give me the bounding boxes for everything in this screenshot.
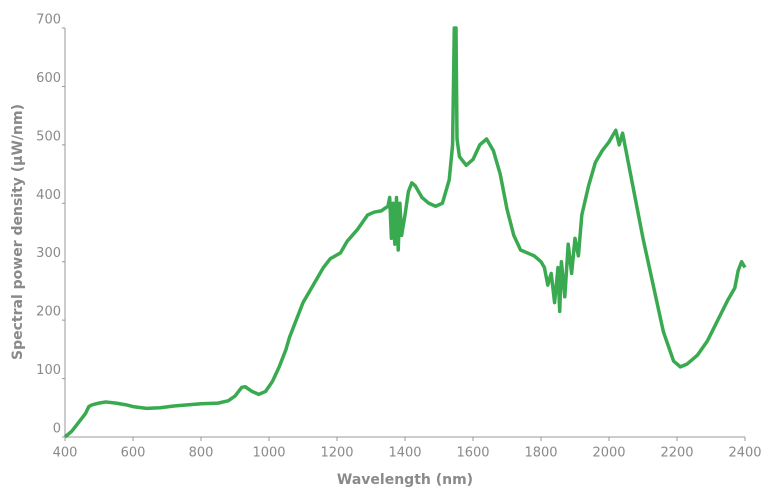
x-tick-label: 1800 xyxy=(524,446,557,461)
x-tick-label: 400 xyxy=(53,446,78,461)
y-tick-label: 100 xyxy=(36,363,61,378)
x-tick-label: 600 xyxy=(121,446,146,461)
x-axis-label: Wavelength (nm) xyxy=(337,472,473,488)
y-axis-label: Spectral power density (µW/nm) xyxy=(10,104,26,360)
x-tick-label: 800 xyxy=(189,446,214,461)
y-tick-label: 300 xyxy=(36,246,61,261)
y-tick-label: 0 xyxy=(53,422,61,437)
x-tick-label: 2200 xyxy=(660,446,693,461)
line xyxy=(63,26,747,439)
y-tick-label: 500 xyxy=(36,129,61,144)
y-tick-label: 200 xyxy=(36,305,61,320)
x-tick-label: 1000 xyxy=(252,446,285,461)
y-tick-label: 400 xyxy=(36,188,61,203)
x-tick-label: 2400 xyxy=(728,446,761,461)
x-tick-label: 2000 xyxy=(592,446,625,461)
x-tick-label: 1600 xyxy=(456,446,489,461)
x-tick-label: 1200 xyxy=(320,446,353,461)
x-tick-label: 1400 xyxy=(388,446,421,461)
y-tick-label: 600 xyxy=(36,71,61,86)
y-tick-label: 700 xyxy=(36,13,61,28)
